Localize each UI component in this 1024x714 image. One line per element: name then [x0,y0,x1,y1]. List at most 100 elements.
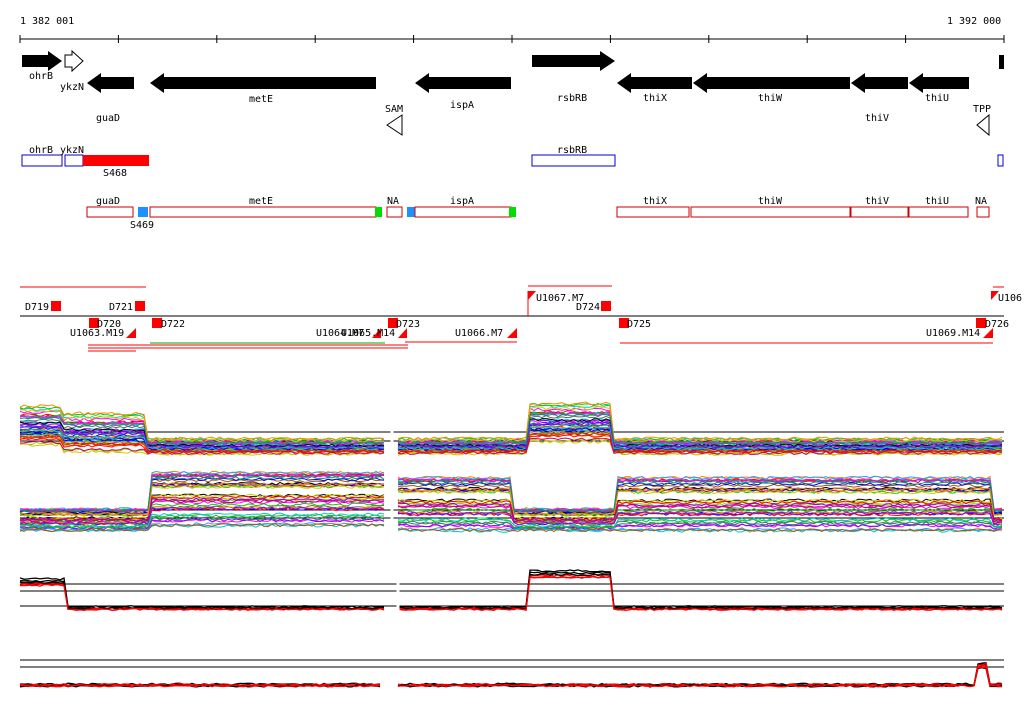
plus-strand-box-track: ohrB ykzN S468 rsbRB [21,145,1004,179]
expression-profile-line [19,661,1003,686]
minus-box-thiU[interactable] [908,206,969,218]
expression-profile-line [19,473,1003,513]
gene-arrow-ykzN[interactable] [64,49,84,73]
gene-annotation-track: ohrB ykzN guaD metE SAM ispA rsbRB thiX … [22,49,1004,137]
minus-box-label-thiV: thiV [865,196,889,207]
segment-flag-U1063.M19[interactable] [126,328,136,338]
minus-box-label-S469: S469 [130,220,154,231]
segment-flag-U1066.M7[interactable] [507,328,517,338]
plus-box-ykzN[interactable] [64,154,84,167]
expression-profile-line [19,425,1003,451]
gene-arrow-rsbRB[interactable] [532,51,615,71]
minus-box-thiW[interactable] [690,206,851,218]
segmentation-track: D719 D721 U1067.M7 D724 U106 D720 U1063.… [20,285,1022,352]
segment-marker-D720[interactable] [89,318,99,328]
segment-label-D722: D722 [161,319,185,330]
gene-arrow-thiX[interactable] [617,73,692,93]
profile-panel-1 [19,401,1004,457]
expression-profile-line [19,470,1003,512]
profile-panel-4 [19,659,1004,688]
segment-flag-U106[interactable] [991,291,999,300]
expression-profile-line [19,573,1002,611]
plus-box-label-S468: S468 [103,168,127,179]
expression-profile-line [19,407,1003,444]
minus-box-NA-1[interactable] [386,206,403,218]
gene-arrow-guaD[interactable] [87,73,134,93]
minus-box-label-thiW: thiW [758,196,783,207]
expression-profile-line [19,477,1003,514]
segment-marker-D722[interactable] [152,318,162,328]
gene-arrow-TPP[interactable] [976,113,990,137]
segment-label-U1064.M7: U1064.M7 [316,328,364,339]
gene-arrow-thiU[interactable] [909,73,969,93]
minus-box-guaD[interactable] [86,206,134,218]
segment-label-D725: D725 [627,319,651,330]
minus-box-label-thiU: thiU [925,196,949,207]
segment-label-U106: U106 [998,293,1022,304]
expression-profile-line [19,512,1003,528]
gene-label-thiW: thiW [758,93,783,104]
gene-arrow-ohrB[interactable] [22,51,62,71]
expression-profile-line [19,432,1003,453]
plus-box-S468[interactable] [83,155,149,166]
segment-flag-U1065.M14[interactable] [398,328,407,338]
expression-profile-line [19,523,1003,533]
expression-profile-line [19,401,1003,441]
gene-label-ykzN: ykzN [60,82,84,93]
plus-box-ohrB[interactable] [21,154,63,167]
gene-arrow-thiV[interactable] [851,73,908,93]
expression-profile-line [19,495,1003,521]
minus-box-ispA[interactable] [414,206,512,218]
minus-box-thiV[interactable] [850,206,909,218]
segment-flag-U1064.M7[interactable] [372,328,381,338]
gene-arrow-metE[interactable] [150,73,376,93]
segment-label-D724: D724 [576,302,600,313]
gene-label-ispA: ispA [450,100,474,111]
profile-panel-3 [19,569,1004,612]
segment-flag-U1067.M7[interactable] [528,291,536,300]
expression-profile-line [19,406,1003,443]
gene-label-thiV: thiV [865,113,889,124]
segment-marker-D726[interactable] [976,318,986,328]
expression-profile-line [19,515,1003,530]
segment-label-D723: D723 [396,319,420,330]
gene-label-thiU: thiU [925,93,949,104]
gene-label-TPP: TPP [973,104,991,115]
segment-flag-U1069.M14[interactable] [983,328,993,338]
expression-profile-line [19,402,1003,442]
segment-label-D726: D726 [985,319,1009,330]
gene-edge-stub [999,55,1004,69]
segment-marker-D719[interactable] [51,301,61,311]
minus-box-NA-2[interactable] [976,206,990,218]
segment-label-U1066.M7: U1066.M7 [455,328,503,339]
minus-strand-box-track: guaD S469 metE NA ispA thiX thiW thiV th… [86,196,990,231]
minus-box-ispA-start [407,207,415,217]
minus-box-metE[interactable] [149,206,377,218]
segment-label-U1063.M19: U1063.M19 [70,328,124,339]
minus-box-S469[interactable] [138,207,148,217]
plus-box-label-ohrB: ohrB [29,145,53,156]
expression-profile-line [20,571,1003,610]
segment-marker-D723[interactable] [388,318,398,328]
ruler-start-label: 1 382 001 [20,16,74,27]
expression-profile-line [19,575,1003,612]
gene-arrow-SAM[interactable] [386,114,403,136]
expression-profile-line [19,413,1003,446]
gene-arrow-ispA[interactable] [415,73,511,93]
minus-box-label-NA-1: NA [387,196,399,207]
segment-label-U1065.M14: U1065.M14 [341,328,395,339]
segment-label-U1067.M7: U1067.M7 [536,293,584,304]
segment-label-D721: D721 [109,302,133,313]
segment-marker-D721[interactable] [135,301,145,311]
minus-box-thiX[interactable] [616,206,690,218]
plus-box-rsbRB[interactable] [531,154,616,167]
ruler-ticks [19,35,1005,43]
segment-marker-D725[interactable] [619,318,629,328]
expression-profile-panels [19,401,1004,688]
segment-label-D720: D720 [97,319,121,330]
segment-marker-D724[interactable] [601,301,611,311]
gene-arrow-thiW[interactable] [693,73,850,93]
gene-label-metE: metE [249,94,273,105]
expression-profile-line [19,482,1003,516]
gene-label-SAM: SAM [385,104,403,115]
